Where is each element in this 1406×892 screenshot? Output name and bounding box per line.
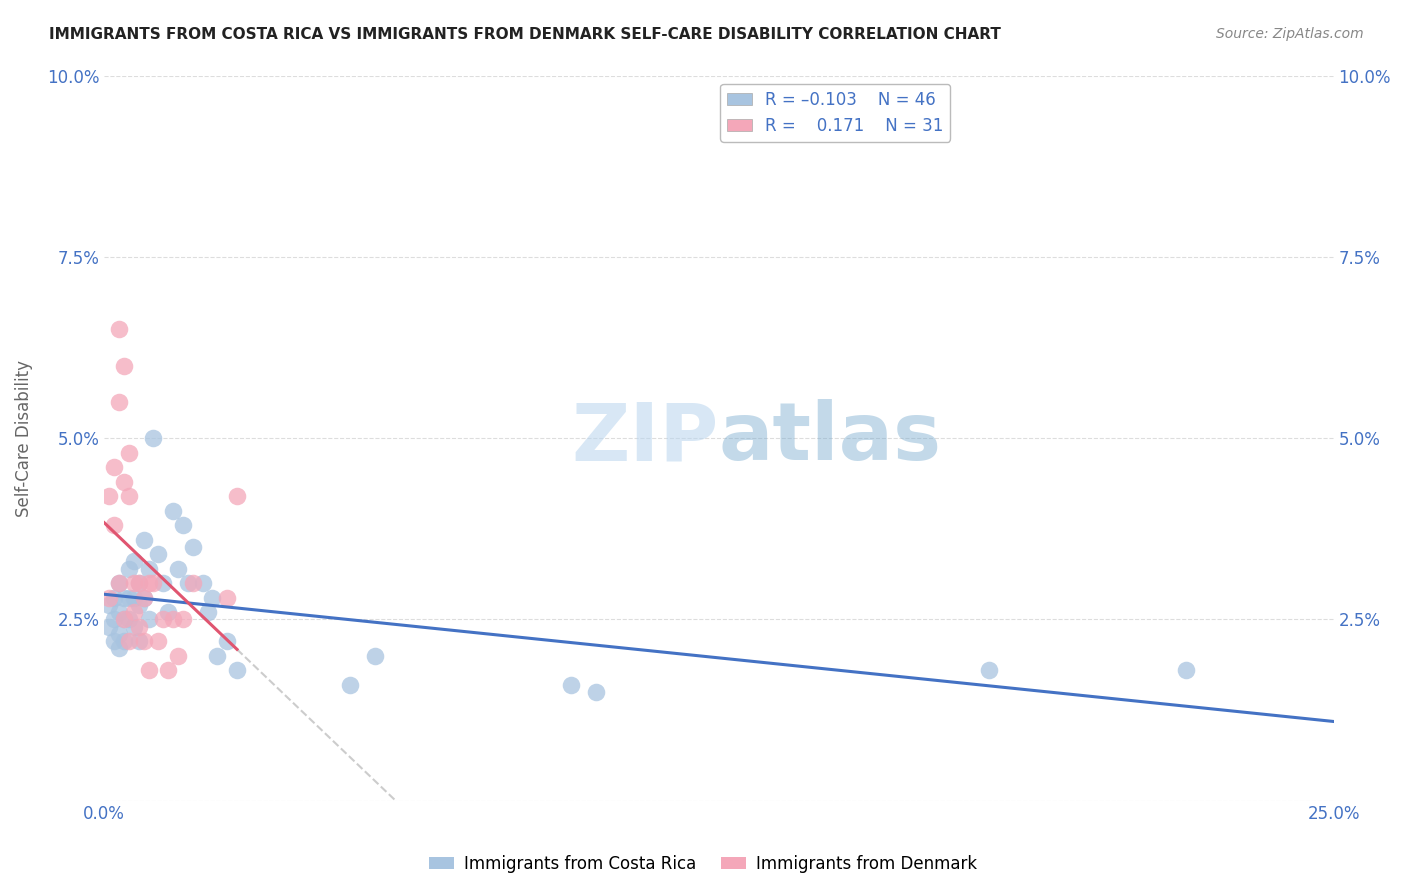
Point: [142, 576, 165, 591]
Point: [157, 663, 180, 677]
Point: [152, 612, 174, 626]
Point: [112, 612, 135, 626]
Point: [118, 591, 141, 605]
Point: [128, 619, 150, 633]
Point: [138, 561, 160, 575]
Point: [108, 627, 131, 641]
Point: [138, 663, 160, 677]
Point: [103, 612, 125, 626]
Point: [98, 489, 121, 503]
Point: [207, 648, 229, 663]
Point: [128, 598, 150, 612]
Legend: Immigrants from Costa Rica, Immigrants from Denmark: Immigrants from Costa Rica, Immigrants f…: [422, 848, 984, 880]
Point: [118, 634, 141, 648]
Point: [979, 663, 1001, 677]
Point: [226, 663, 249, 677]
Point: [172, 612, 194, 626]
Point: [217, 634, 239, 648]
Point: [128, 576, 150, 591]
Point: [217, 591, 239, 605]
Text: Source: ZipAtlas.com: Source: ZipAtlas.com: [1216, 27, 1364, 41]
Point: [122, 591, 145, 605]
Point: [103, 518, 125, 533]
Text: atlas: atlas: [718, 399, 942, 477]
Point: [138, 576, 160, 591]
Point: [364, 648, 387, 663]
Point: [560, 677, 582, 691]
Point: [138, 612, 160, 626]
Point: [118, 445, 141, 459]
Point: [108, 576, 131, 591]
Point: [103, 634, 125, 648]
Point: [152, 576, 174, 591]
Text: IMMIGRANTS FROM COSTA RICA VS IMMIGRANTS FROM DENMARK SELF-CARE DISABILITY CORRE: IMMIGRANTS FROM COSTA RICA VS IMMIGRANTS…: [49, 27, 1001, 42]
Point: [122, 554, 145, 568]
Point: [132, 591, 155, 605]
Y-axis label: Self-Care Disability: Self-Care Disability: [15, 359, 32, 516]
Point: [98, 619, 121, 633]
Point: [191, 576, 214, 591]
Point: [132, 591, 155, 605]
Point: [132, 634, 155, 648]
Point: [148, 634, 170, 648]
Point: [585, 685, 607, 699]
Point: [118, 612, 141, 626]
Point: [112, 612, 135, 626]
Point: [108, 641, 131, 656]
Point: [142, 431, 165, 445]
Point: [112, 359, 135, 373]
Point: [172, 518, 194, 533]
Point: [98, 591, 121, 605]
Point: [122, 605, 145, 619]
Point: [108, 576, 131, 591]
Point: [112, 475, 135, 489]
Legend: R = –0.103    N = 46, R =    0.171    N = 31: R = –0.103 N = 46, R = 0.171 N = 31: [720, 84, 950, 142]
Text: ZIP: ZIP: [572, 399, 718, 477]
Point: [122, 576, 145, 591]
Point: [197, 605, 219, 619]
Point: [177, 576, 200, 591]
Point: [112, 634, 135, 648]
Point: [103, 591, 125, 605]
Point: [162, 612, 184, 626]
Point: [167, 561, 190, 575]
Point: [226, 489, 249, 503]
Point: [108, 322, 131, 336]
Point: [112, 591, 135, 605]
Point: [132, 533, 155, 547]
Point: [167, 648, 190, 663]
Point: [118, 489, 141, 503]
Point: [108, 394, 131, 409]
Point: [162, 503, 184, 517]
Point: [181, 540, 204, 554]
Point: [122, 619, 145, 633]
Point: [128, 634, 150, 648]
Point: [118, 561, 141, 575]
Point: [1175, 663, 1198, 677]
Point: [157, 605, 180, 619]
Point: [148, 547, 170, 561]
Point: [103, 460, 125, 475]
Point: [108, 605, 131, 619]
Point: [98, 598, 121, 612]
Point: [339, 677, 361, 691]
Point: [201, 591, 224, 605]
Point: [181, 576, 204, 591]
Point: [128, 576, 150, 591]
